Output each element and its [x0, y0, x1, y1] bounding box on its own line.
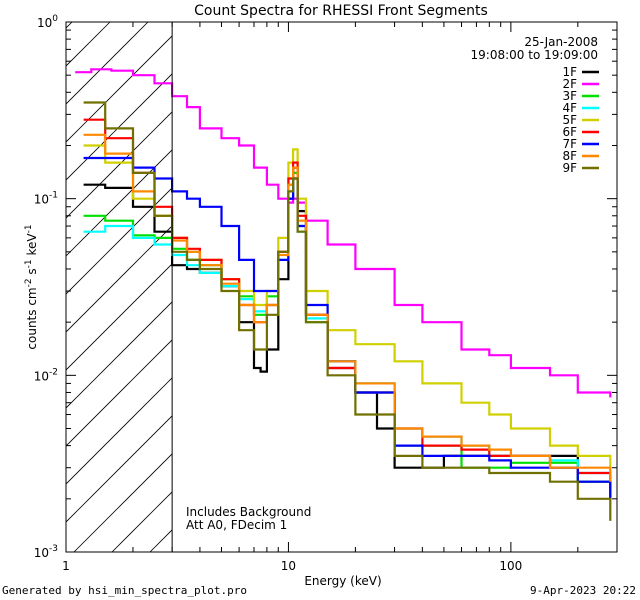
x-tick-label: 1 — [62, 559, 70, 573]
hatch-line — [73, 453, 173, 552]
legend-label: 1F — [562, 65, 577, 79]
footer-generator: Generated by hsi_min_spectra_plot.pro — [2, 584, 248, 597]
y-label-part: s — [25, 268, 39, 278]
y-label-exp: -1 — [24, 259, 34, 268]
chart-title: Count Spectra for RHESSI Front Segments — [194, 3, 488, 19]
hatch-line — [66, 35, 173, 143]
legend-label: 5F — [562, 113, 577, 127]
hatch-line — [66, 377, 173, 485]
y-label-part: keV — [25, 233, 39, 260]
legend-label: 3F — [562, 89, 577, 103]
annotation-background: Includes Background — [186, 505, 311, 519]
legend-label: 6F — [562, 125, 577, 139]
y-tick-label: 10-1 — [34, 191, 58, 207]
series-line-2F — [75, 68, 612, 398]
x-axis-ticks: 1 10 100 — [62, 22, 618, 573]
legend-label: 9F — [562, 161, 577, 175]
series-line-5F — [83, 144, 612, 468]
hatch-line — [66, 73, 173, 181]
y-label-exp: -1 — [24, 224, 34, 233]
y-axis-ticks: 100 10-1 10-2 10-3 — [34, 14, 617, 560]
x-tick-label: 10 — [281, 559, 296, 573]
hatch-line — [66, 22, 149, 105]
x-axis-label: Energy (keV) — [304, 574, 381, 588]
series-lines — [75, 68, 612, 521]
series-line-7F — [83, 156, 612, 499]
y-label-exp: -2 — [24, 278, 34, 287]
series-line-8F — [83, 133, 612, 482]
series-line-3F — [83, 171, 611, 483]
hatch-line — [66, 263, 173, 371]
legend-label: 8F — [562, 149, 577, 163]
background-hatch-region — [66, 22, 173, 552]
legend-label: 4F — [562, 101, 577, 115]
hatch-line — [66, 415, 173, 523]
series-line-6F — [83, 118, 612, 492]
series-line-1F — [83, 166, 612, 499]
time-range-label: 19:08:00 to 19:09:00 — [471, 48, 598, 62]
legend-label: 2F — [562, 77, 577, 91]
footer-date: 9-Apr-2023 20:22 — [530, 584, 636, 597]
annotation-attenuator: Att A0, FDecim 1 — [186, 518, 287, 532]
y-tick-label: 10-2 — [34, 367, 58, 383]
date-label: 25-Jan-2008 — [524, 35, 598, 49]
y-axis-label: counts cm-2 s-1 keV-1 — [24, 224, 39, 349]
hatch-line — [111, 491, 173, 552]
y-tick-label: 100 — [37, 14, 58, 30]
hatch-line — [66, 22, 73, 29]
hatch-line — [66, 225, 173, 333]
y-tick-label: 10-3 — [34, 544, 58, 560]
x-tick-label: 100 — [499, 559, 522, 573]
legend-label: 7F — [562, 137, 577, 151]
y-label-part: counts cm — [25, 287, 39, 349]
plot-frame — [65, 21, 618, 553]
hatch-line — [66, 187, 173, 295]
